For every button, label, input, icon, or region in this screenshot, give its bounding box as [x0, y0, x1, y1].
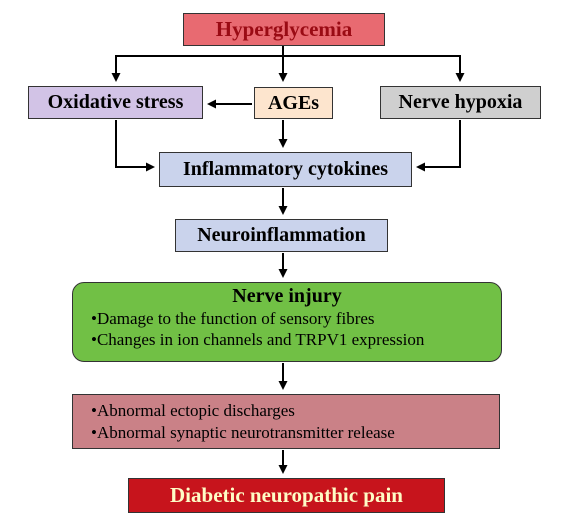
node-diabetic-neuropathic-pain: Diabetic neuropathic pain	[128, 478, 445, 513]
node-oxidative-stress: Oxidative stress	[28, 86, 203, 119]
node-inflammatory-cytokines: Inflammatory cytokines	[159, 152, 412, 187]
node-hyperglycemia-label: Hyperglycemia	[216, 17, 352, 42]
node-nerve-injury-title: Nerve injury	[77, 285, 497, 308]
arrow	[116, 46, 283, 80]
node-ages: AGEs	[254, 87, 333, 119]
flowchart-canvas: Hyperglycemia Oxidative stress AGEs Nerv…	[0, 0, 581, 528]
node-inflammatory-cytokines-label: Inflammatory cytokines	[183, 158, 388, 181]
arrow	[116, 120, 153, 167]
node-abnormal-bullet-1: •Abnormal ectopic discharges	[77, 400, 295, 421]
node-nerve-injury-bullet-1: •Damage to the function of sensory fibre…	[77, 308, 375, 329]
arrow	[418, 120, 460, 167]
node-nerve-injury: Nerve injury •Damage to the function of …	[72, 282, 502, 362]
node-nerve-injury-bullet-2: •Changes in ion channels and TRPV1 expre…	[77, 329, 424, 350]
node-diabetic-neuropathic-pain-label: Diabetic neuropathic pain	[170, 483, 403, 508]
node-hyperglycemia: Hyperglycemia	[183, 13, 385, 46]
node-nerve-hypoxia-label: Nerve hypoxia	[399, 91, 523, 114]
node-abnormal: •Abnormal ectopic discharges •Abnormal s…	[72, 394, 500, 449]
arrow	[283, 46, 460, 80]
node-nerve-hypoxia: Nerve hypoxia	[380, 86, 541, 119]
node-oxidative-stress-label: Oxidative stress	[48, 91, 184, 114]
node-ages-label: AGEs	[268, 92, 319, 115]
node-neuroinflammation: Neuroinflammation	[175, 219, 388, 252]
node-abnormal-bullet-2: •Abnormal synaptic neurotransmitter rele…	[77, 422, 395, 443]
node-neuroinflammation-label: Neuroinflammation	[197, 224, 366, 247]
